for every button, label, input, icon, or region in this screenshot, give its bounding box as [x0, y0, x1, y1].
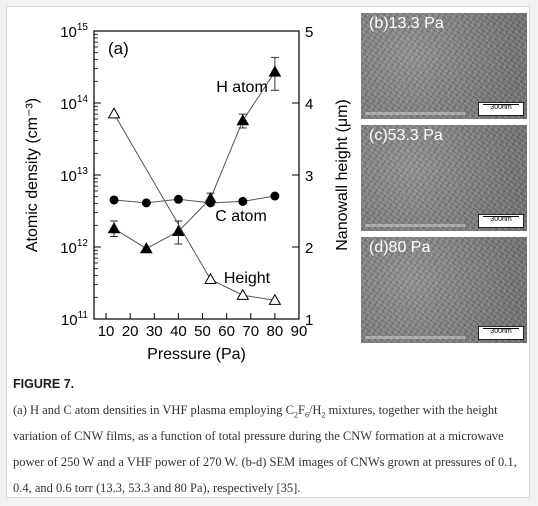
height-point	[236, 288, 250, 300]
x-tick-label: 20	[122, 323, 139, 340]
sem-image-c: (c)53.3 Pa 300nm	[361, 125, 527, 231]
figure-title: FIGURE 7.	[13, 377, 75, 391]
x-tick-label: 70	[242, 323, 259, 340]
series-label-height: Height	[224, 270, 271, 287]
y-left-tick-label: 1015	[60, 22, 88, 41]
c-atom-point	[238, 196, 248, 206]
sem-info-strip	[365, 224, 465, 227]
y-right-axis-label: Nanowall height (μm)	[334, 99, 351, 251]
height-point	[107, 107, 121, 119]
height-point	[204, 272, 217, 285]
sem-info-strip	[365, 336, 465, 339]
sem-image-b: (b)13.3 Pa 300nm	[361, 13, 527, 119]
scale-bar-b: 300nm	[478, 102, 524, 116]
c-atom-point	[270, 191, 280, 201]
y-right-tick-label: 1	[305, 312, 313, 329]
y-right-tick-label: 2	[305, 240, 313, 257]
x-tick-label: 40	[170, 323, 187, 340]
c-atom-point	[173, 194, 183, 204]
x-tick-label: 90	[291, 323, 308, 340]
sem-label-d: (d)80 Pa	[369, 239, 431, 256]
c-atom-line	[113, 195, 275, 204]
sem-image-d: (d)80 Pa 300nm	[361, 237, 527, 343]
x-tick-label: 10	[98, 323, 115, 340]
x-tick-label: 60	[218, 323, 235, 340]
h-atom-point	[107, 222, 121, 234]
x-tick-label: 80	[267, 323, 284, 340]
sem-info-strip	[365, 112, 465, 115]
sem-label-c: (c)53.3 Pa	[369, 127, 443, 144]
y-left-tick-label: 1012	[60, 238, 88, 257]
x-axis-label: Pressure (Pa)	[147, 346, 246, 363]
figure-card: 10 20 30 40 50 60 70 80 90 Pressure (Pa) 1011 1012 1…	[6, 6, 530, 498]
y-right-tick-label: 4	[305, 96, 313, 113]
series-label-h-atom: H atom	[216, 79, 268, 96]
y-right-tick-label: 3	[305, 168, 313, 185]
panel-label-a: (a)	[108, 39, 129, 58]
y-left-tick-label: 1011	[61, 310, 89, 329]
y-left-axis-label: Atomic density (cm⁻³)	[24, 98, 41, 252]
c-atom-point	[141, 198, 151, 208]
y-left-tick-label: 1013	[60, 166, 88, 185]
h-atom-line	[113, 71, 276, 250]
height-line	[113, 113, 275, 301]
c-atom-point	[109, 195, 119, 205]
series-label-c-atom: C atom	[215, 208, 267, 225]
x-tick-label: 50	[194, 323, 211, 340]
h-atom-point	[236, 114, 250, 126]
c-atom-point	[205, 198, 215, 208]
x-tick-label: 30	[146, 323, 163, 340]
y-left-tick-label: 1014	[60, 94, 88, 113]
h-atom-point	[268, 65, 282, 77]
figure-caption: (a) H and C atom densities in VHF plasma…	[13, 403, 517, 495]
y-right-tick-label: 5	[305, 24, 313, 41]
h-atom-point	[172, 224, 185, 236]
scale-bar-c: 300nm	[478, 214, 524, 228]
sem-label-b: (b)13.3 Pa	[369, 15, 444, 32]
height-point	[268, 293, 282, 305]
h-atom-point	[139, 242, 153, 254]
scale-bar-d: 300nm	[478, 326, 524, 340]
chart-a: 10 20 30 40 50 60 70 80 90 Pressure (Pa) 1011 1012 1…	[24, 22, 351, 363]
